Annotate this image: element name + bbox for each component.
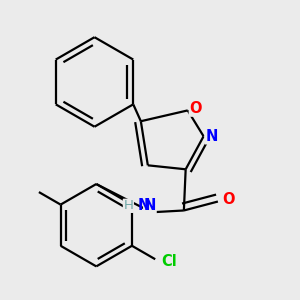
Text: N: N [144, 198, 156, 213]
Text: H: H [123, 199, 133, 212]
Text: Cl: Cl [161, 254, 177, 268]
Text: N: N [205, 129, 218, 144]
Text: O: O [189, 101, 202, 116]
Text: O: O [222, 192, 235, 207]
Text: N: N [137, 198, 150, 213]
